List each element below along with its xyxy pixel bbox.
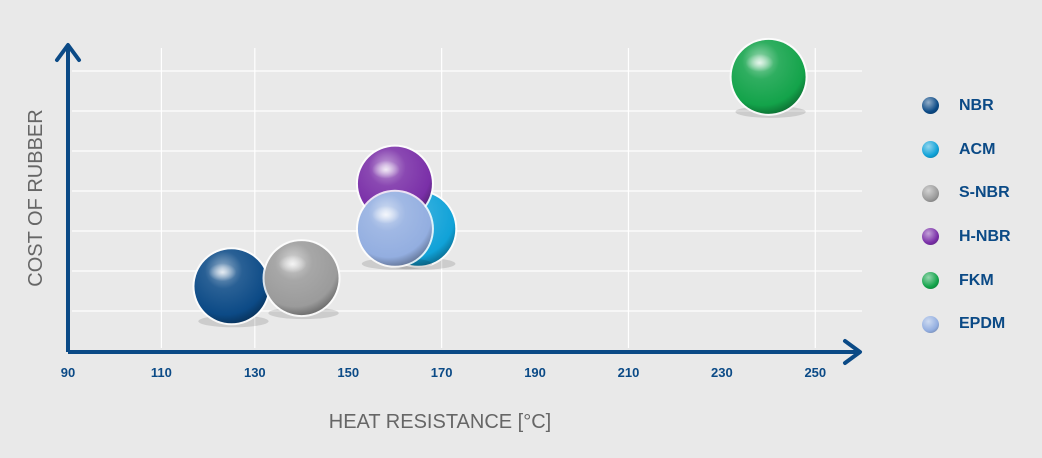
legend-marker <box>922 315 939 333</box>
legend-marker <box>922 141 939 159</box>
x-tick-label: 90 <box>61 365 75 380</box>
bubble-epdm <box>355 189 434 270</box>
x-tick-label: 190 <box>524 365 546 380</box>
y-axis-title: COST OF RUBBER <box>25 109 47 286</box>
legend: NBR ACM S-NBR H-NBR FKM EPDM <box>922 84 1032 346</box>
x-tick-label: 110 <box>151 365 172 380</box>
legend-label: H-NBR <box>959 227 1011 245</box>
legend-item-epdm: EPDM <box>922 302 1032 346</box>
legend-item-fkm: FKM <box>922 259 1032 303</box>
legend-label: FKM <box>959 271 994 289</box>
x-tick-label: 230 <box>711 365 733 380</box>
bubbles <box>192 37 808 328</box>
legend-marker <box>922 272 939 290</box>
x-tick-label: 130 <box>244 365 266 380</box>
legend-marker <box>922 228 939 246</box>
legend-item-nbr: NBR <box>922 84 1032 128</box>
x-axis-title: HEAT RESISTANCE [°C] <box>329 411 551 433</box>
x-tick-labels: 90 110 130 150 170 190 210 230 250 <box>61 365 826 380</box>
bubble-fkm <box>729 37 808 118</box>
legend-marker <box>922 184 939 202</box>
legend-label: ACM <box>959 140 996 158</box>
x-tick-label: 170 <box>431 365 453 380</box>
legend-item-h-nbr: H-NBR <box>922 215 1032 259</box>
x-tick-label: 210 <box>618 365 640 380</box>
bubble-nbr <box>192 247 271 328</box>
x-tick-label: 250 <box>804 365 826 380</box>
legend-label: NBR <box>959 96 994 114</box>
legend-marker <box>922 97 939 115</box>
legend-item-acm: ACM <box>922 128 1032 172</box>
y-axis-arrow-icon <box>55 43 81 62</box>
x-axis-arrow-icon <box>843 339 862 365</box>
legend-label: EPDM <box>959 315 1006 333</box>
legend-item-s-nbr: S-NBR <box>922 171 1032 215</box>
x-tick-label: 150 <box>337 365 359 380</box>
axes <box>55 43 862 365</box>
legend-label: S-NBR <box>959 184 1010 202</box>
bubble-s-nbr <box>262 239 341 320</box>
